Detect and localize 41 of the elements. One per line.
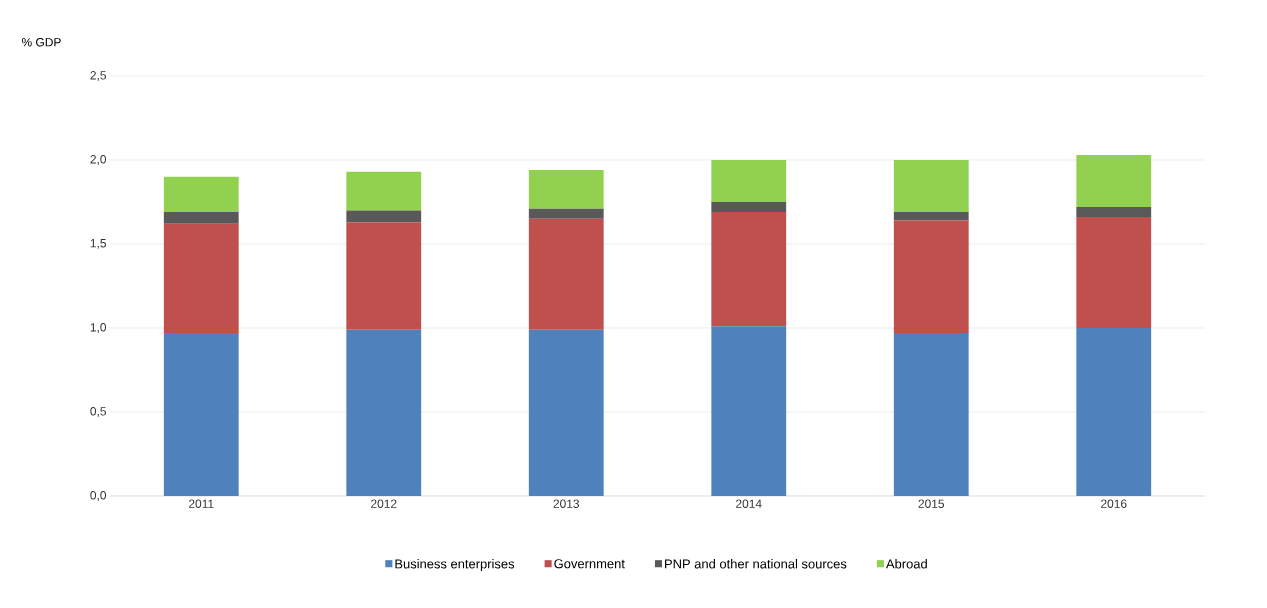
legend-label: Government [554,559,625,569]
bar [346,171,422,211]
y-tick-label: 0,5 [90,407,106,417]
bar [711,212,787,327]
bar [893,333,969,496]
bar [711,159,787,202]
bar [711,201,787,213]
y-tick-label: 2,0 [90,155,107,165]
bar [163,176,239,213]
y-tick-label: 1,5 [90,239,106,249]
bar [1076,154,1152,208]
legend-label: Business enterprises [395,558,515,572]
x-tick-label: 2015 [918,499,945,508]
y-tick-label: 0,0 [90,491,107,501]
legend-label: Abroad [885,558,927,569]
bar [163,223,239,334]
bar [528,170,604,209]
y-tick-label: 1,0 [90,323,107,333]
bar [893,212,969,221]
y-axis-title: % GDP [21,38,61,47]
legend-label: PNP and other national sources [665,558,847,569]
bar [163,333,239,496]
bar [1076,327,1152,496]
x-tick-label: 2012 [371,499,397,508]
bar [1076,217,1152,328]
bar [346,210,422,223]
bar [163,212,239,224]
bar [893,159,969,213]
x-tick-label: 2011 [189,499,214,508]
x-tick-label: 2013 [553,499,580,508]
x-tick-label: 2016 [1101,499,1127,508]
bar [711,326,787,496]
x-tick-label: 2014 [736,499,762,508]
bar [893,220,969,334]
bar [1076,207,1152,218]
bar [528,218,604,330]
bar [528,208,604,219]
bar [346,329,422,496]
y-tick-label: 2,5 [90,71,106,81]
bar [346,222,422,330]
bar [528,329,604,496]
